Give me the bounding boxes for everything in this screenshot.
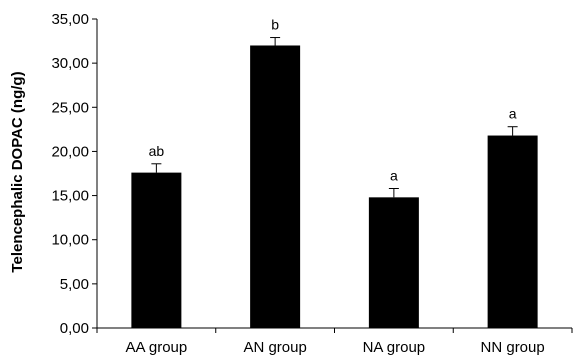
y-axis: 0,00 5,00 10,00 15,00 20,00 25,00 30,00 35,00	[51, 11, 98, 337]
y-tick-label: 25,00	[51, 99, 89, 116]
y-tick-label: 30,00	[51, 55, 89, 72]
y-tick-label: 10,00	[51, 232, 89, 249]
significance-label: a	[390, 168, 398, 184]
significance-label: ab	[149, 143, 165, 159]
y-tick-label: 5,00	[60, 276, 89, 293]
y-tick-label: 15,00	[51, 188, 89, 205]
y-axis-label: Telencephalic DOPAC (ng/g)	[9, 71, 26, 272]
significance-label: b	[271, 17, 279, 33]
y-tick-label: 35,00	[51, 11, 89, 28]
y-tick-label: 20,00	[51, 143, 89, 160]
x-axis: AA group AN group NA group NN group	[96, 327, 573, 356]
bar	[250, 45, 301, 328]
bar	[131, 172, 182, 328]
category-label: AN group	[243, 339, 306, 356]
category-label: NN group	[481, 339, 545, 356]
category-label: AA group	[126, 339, 188, 356]
bar	[368, 197, 419, 328]
category-label: NA group	[363, 339, 426, 356]
y-tick-label: 0,00	[60, 320, 89, 337]
bars: ab b a a	[131, 17, 538, 328]
significance-label: a	[509, 106, 517, 122]
bar	[487, 135, 538, 328]
